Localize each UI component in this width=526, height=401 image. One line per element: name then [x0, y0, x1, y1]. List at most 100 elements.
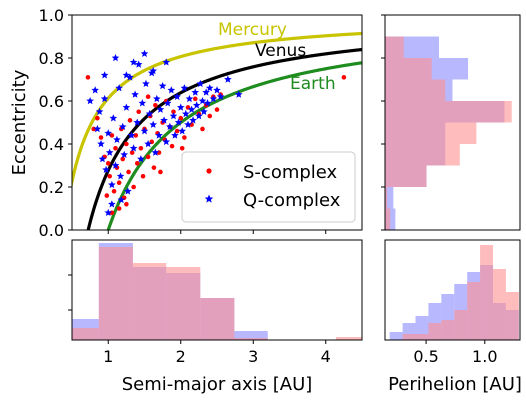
point-q-complex	[117, 195, 126, 204]
point-q-complex	[108, 200, 116, 208]
point-q-complex	[91, 86, 99, 94]
point-q-complex	[198, 97, 207, 105]
bar-s-complex	[505, 292, 519, 340]
point-q-complex	[184, 120, 192, 128]
point-q-complex	[126, 73, 134, 81]
point-s-complex	[153, 103, 158, 108]
point-q-complex	[122, 103, 131, 111]
point-q-complex	[200, 107, 208, 115]
point-q-complex	[192, 101, 201, 109]
point-q-complex	[93, 124, 102, 133]
point-q-complex	[180, 84, 189, 92]
point-q-complex	[213, 86, 221, 94]
point-s-complex	[105, 161, 111, 166]
point-s-complex	[134, 161, 140, 166]
bar-s-complex	[98, 247, 133, 340]
x-tick-label: 4	[321, 347, 331, 366]
bar-q-complex	[234, 331, 268, 340]
point-s-complex	[151, 165, 157, 170]
point-s-complex	[214, 107, 220, 112]
point-q-complex	[140, 127, 149, 135]
x-tick-label: 2	[176, 347, 186, 366]
point-s-complex	[136, 109, 141, 115]
point-q-complex	[124, 187, 132, 195]
curve-venus	[86, 47, 362, 230]
curve-label-mercury: Mercury	[218, 20, 287, 40]
point-q-complex	[149, 120, 157, 128]
point-q-complex	[234, 90, 243, 98]
bar-s-complex	[385, 144, 460, 166]
point-s-complex	[116, 206, 122, 211]
point-s-complex	[85, 75, 91, 80]
point-s-complex	[192, 96, 198, 102]
eccentricity-histogram-frame	[384, 14, 521, 231]
point-q-complex	[127, 131, 136, 139]
point-q-complex	[134, 60, 143, 68]
point-s-complex	[111, 189, 117, 194]
bar-s-complex	[385, 187, 388, 209]
point-q-complex	[155, 131, 163, 139]
bar-s-complex	[385, 79, 446, 101]
point-q-complex	[116, 172, 125, 180]
x-tick-label: 3	[248, 347, 258, 366]
y-tick-label: 1.0	[39, 6, 64, 25]
bar-s-complex	[428, 323, 442, 340]
bar-q-complex	[389, 332, 403, 340]
legend: S-complex Q-complex	[181, 151, 356, 223]
point-q-complex	[151, 148, 160, 156]
y-axis-label: Eccentricity	[9, 69, 30, 175]
x-tick-label: 1.0	[472, 347, 497, 366]
point-q-complex	[108, 180, 116, 189]
point-s-complex	[138, 146, 144, 151]
point-q-complex	[105, 148, 114, 156]
semimajor-histogram-panel: 1 2 3 4 Semi-major axis [AU]	[68, 239, 363, 395]
point-q-complex	[173, 92, 181, 100]
point-s-complex	[341, 75, 347, 80]
point-q-complex	[185, 94, 194, 103]
curve-label-earth: Earth	[290, 74, 336, 94]
point-s-complex	[131, 184, 136, 190]
point-q-complex	[202, 88, 210, 96]
legend-marker-q-complex	[204, 194, 214, 203]
bar-s-complex	[234, 338, 268, 340]
point-s-complex	[113, 146, 118, 151]
point-q-complex	[205, 84, 214, 92]
bar-s-complex	[335, 337, 362, 340]
point-s-complex	[95, 115, 100, 121]
point-q-complex	[166, 122, 174, 131]
point-q-complex	[115, 84, 123, 92]
x-tick-label: 1	[103, 347, 113, 366]
point-q-complex	[158, 81, 167, 90]
bar-s-complex	[480, 245, 493, 340]
point-q-complex	[174, 118, 183, 126]
point-q-complex	[163, 99, 172, 107]
point-q-complex	[160, 116, 168, 124]
bar-s-complex	[72, 328, 99, 340]
curve-label-venus: Venus	[255, 41, 306, 61]
point-q-complex	[104, 208, 113, 217]
legend-label-q-complex: Q-complex	[243, 190, 341, 211]
point-q-complex	[111, 54, 120, 62]
point-s-complex	[140, 173, 146, 179]
bar-q-complex	[385, 187, 394, 209]
legend-marker-s-complex	[206, 168, 212, 174]
scatter-frame	[71, 14, 363, 231]
y-tick-label: 0.6	[39, 92, 64, 111]
bar-s-complex	[132, 263, 167, 340]
point-q-complex	[191, 88, 200, 96]
point-s-complex	[178, 115, 184, 121]
point-s-complex	[179, 146, 185, 151]
point-s-complex	[145, 154, 151, 160]
point-q-complex	[169, 112, 178, 120]
legend-box	[181, 151, 356, 223]
point-q-complex	[98, 155, 107, 163]
point-s-complex	[120, 156, 126, 162]
point-s-complex	[107, 173, 112, 179]
bar-s-complex	[200, 298, 235, 340]
point-q-complex	[156, 105, 165, 113]
point-q-complex	[162, 137, 171, 146]
y-tick-label: 0.0	[39, 221, 64, 240]
bar-s-complex	[441, 320, 455, 340]
point-q-complex	[100, 71, 109, 79]
point-q-complex	[122, 71, 131, 79]
